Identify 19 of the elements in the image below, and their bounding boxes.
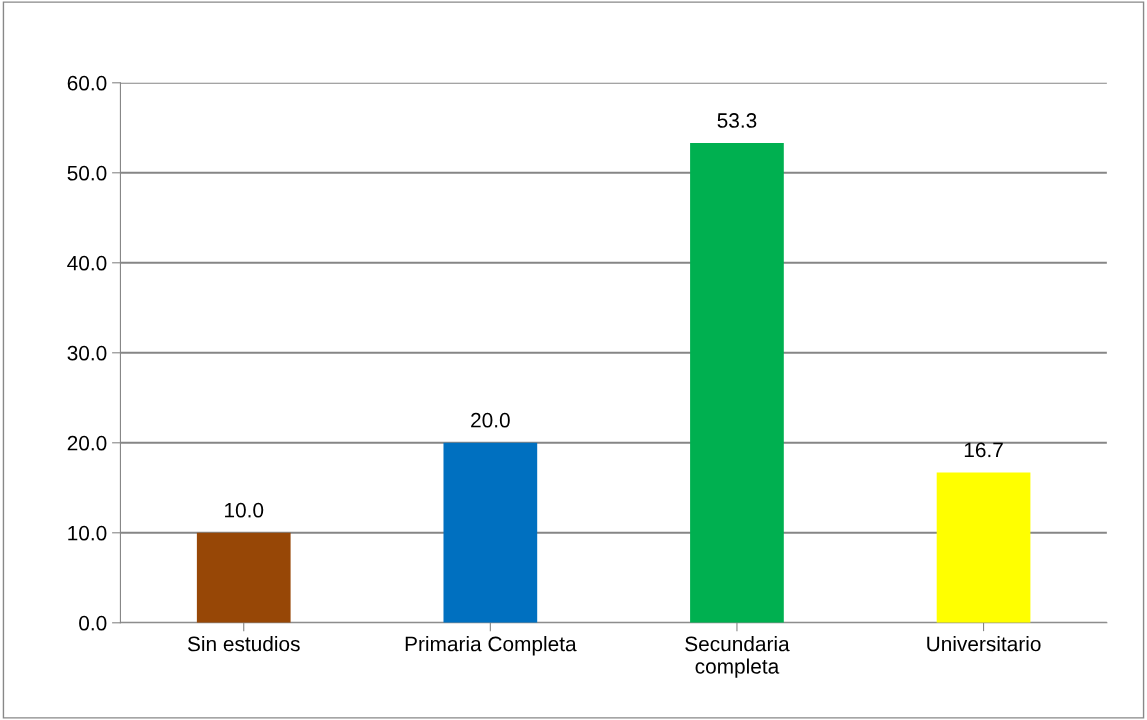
y-tick-label: 0.0 <box>79 615 107 631</box>
y-tick-label: 50.0 <box>67 165 107 181</box>
y-tick-label: 60.0 <box>67 75 107 91</box>
data-label: 53.3 <box>717 113 757 128</box>
x-tick-label: Secundaria completa <box>685 635 790 678</box>
bar <box>196 532 291 623</box>
data-label: 20.0 <box>471 412 510 428</box>
y-tick-label: 40.0 <box>67 255 107 271</box>
y-tick-label: 10.0 <box>68 525 107 541</box>
x-tick-label: Primaria Completa <box>405 635 577 656</box>
y-tick-label: 30.0 <box>67 345 107 361</box>
bar <box>443 442 538 623</box>
data-label: 10.0 <box>225 502 264 518</box>
y-tick-label: 20.0 <box>67 435 107 451</box>
x-tick-label: Sin estudios <box>187 635 300 652</box>
data-label: 16.7 <box>964 442 1003 458</box>
bar <box>690 143 784 623</box>
x-tick-label: Universitario <box>927 635 1041 652</box>
bar <box>936 472 1031 623</box>
